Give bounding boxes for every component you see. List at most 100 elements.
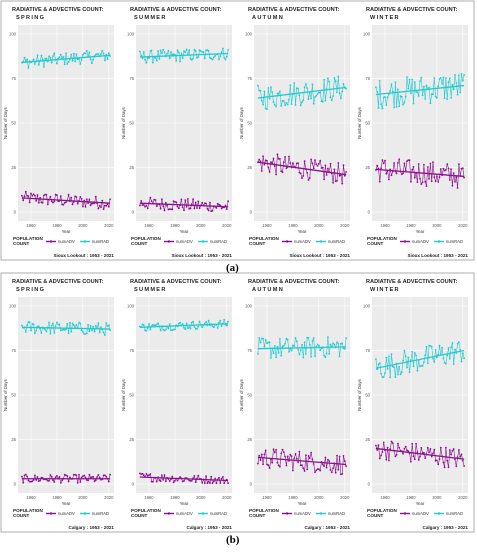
data-point-numRAD (225, 324, 228, 327)
data-point-numADV (311, 162, 314, 165)
data-point-numADV (27, 479, 30, 482)
data-point-numADV (325, 466, 328, 469)
data-point-numRAD (105, 322, 108, 324)
chart-title: RADIATIVE & ADVECTIVE COUNT: (130, 279, 222, 285)
data-point-numRAD (421, 365, 424, 367)
data-point-numRAD (63, 329, 66, 331)
data-point-numADV (46, 479, 49, 482)
data-point-numRAD (425, 345, 428, 348)
data-point-numADV (52, 479, 54, 482)
data-point-numADV (302, 467, 305, 470)
legend-swatch-point-numRAD (319, 240, 323, 243)
data-point-numADV (385, 172, 388, 175)
data-point-numADV (36, 194, 39, 196)
data-point-numADV (43, 194, 45, 197)
y-tick-label: 100 (9, 304, 17, 309)
data-point-numADV (56, 475, 58, 477)
legend-swatch-point-numRAD (201, 512, 205, 515)
y-tick-label: 0 (368, 482, 371, 487)
legend-swatch-point-numADV (403, 240, 407, 243)
legend-label-numADV: numADV (58, 511, 75, 516)
data-point-numRAD (290, 349, 293, 352)
data-point-numRAD (58, 56, 61, 59)
data-point-numRAD (378, 80, 381, 82)
data-point-numADV (419, 177, 421, 180)
data-point-numRAD (189, 327, 192, 330)
data-point-numADV (417, 459, 420, 461)
data-point-numRAD (443, 361, 446, 364)
data-point-numRAD (56, 62, 58, 65)
legend-swatch-point-numADV (49, 512, 53, 515)
data-point-numADV (456, 187, 459, 189)
data-point-numADV (223, 482, 226, 485)
legend-label-numADV: numADV (176, 511, 193, 516)
x-axis-label: Year (180, 229, 189, 234)
data-point-numRAD (219, 55, 222, 57)
data-point-numADV (222, 476, 224, 478)
data-point-numADV (101, 199, 104, 202)
chart-subtitle: AUTUMN (252, 15, 284, 21)
data-point-numRAD (201, 51, 204, 53)
data-point-numADV (280, 452, 283, 455)
data-point-numADV (345, 171, 347, 173)
legend-title: POPULATION (131, 236, 161, 241)
data-point-numADV (421, 452, 424, 454)
data-point-numRAD (32, 323, 35, 326)
data-point-numRAD (192, 320, 195, 323)
data-point-numADV (430, 180, 433, 183)
data-point-numRAD (224, 58, 227, 61)
data-point-numADV (34, 194, 36, 197)
data-point-numRAD (459, 349, 462, 351)
data-point-numRAD (91, 329, 93, 332)
data-point-numRAD (52, 322, 54, 325)
data-point-numADV (80, 476, 83, 479)
data-point-numRAD (222, 47, 224, 50)
data-point-numRAD (266, 108, 268, 110)
data-point-numADV (319, 469, 322, 472)
data-point-numADV (406, 449, 408, 452)
data-point-numADV (390, 174, 393, 177)
data-point-numRAD (455, 82, 458, 84)
data-point-numRAD (139, 50, 141, 53)
data-point-numRAD (275, 356, 277, 359)
data-point-numRAD (404, 95, 407, 98)
data-point-numRAD (303, 341, 306, 343)
data-point-numRAD (407, 356, 410, 359)
data-point-numRAD (72, 324, 75, 327)
data-point-numRAD (336, 341, 338, 344)
data-point-numRAD (102, 331, 105, 334)
data-point-numADV (321, 463, 324, 466)
legend-swatch-point-numADV (167, 512, 171, 515)
data-point-numRAD (388, 355, 390, 358)
data-point-numADV (21, 475, 23, 478)
legend-title: POPULATION (13, 236, 43, 241)
x-tick-label: 2000 (196, 495, 206, 500)
data-point-numADV (316, 468, 319, 470)
legend-swatch-point-numADV (285, 512, 289, 515)
data-point-numADV (225, 208, 228, 211)
panel-footer: Sioux Lookout : 1953 - 2021 (407, 253, 468, 258)
data-point-numADV (41, 201, 44, 204)
data-point-numADV (105, 475, 108, 478)
data-point-numADV (27, 195, 30, 197)
data-point-numRAD (393, 366, 395, 369)
data-point-numRAD (162, 328, 165, 331)
data-point-numADV (397, 442, 399, 445)
data-point-numRAD (275, 105, 277, 108)
data-point-numRAD (80, 329, 83, 331)
data-point-numADV (343, 174, 346, 177)
data-point-numADV (458, 163, 460, 166)
data-point-numADV (97, 474, 100, 476)
data-point-numRAD (319, 349, 322, 352)
legend-label-numADV: numADV (412, 239, 429, 244)
data-point-numRAD (193, 326, 196, 328)
data-point-numRAD (327, 336, 329, 338)
data-point-numRAD (450, 346, 452, 349)
data-point-numRAD (82, 53, 84, 56)
data-point-numRAD (145, 61, 148, 64)
data-point-numRAD (211, 58, 214, 61)
data-point-numRAD (297, 87, 299, 90)
chart-subtitle: AUTUMN (252, 287, 284, 293)
data-point-numRAD (417, 95, 420, 97)
